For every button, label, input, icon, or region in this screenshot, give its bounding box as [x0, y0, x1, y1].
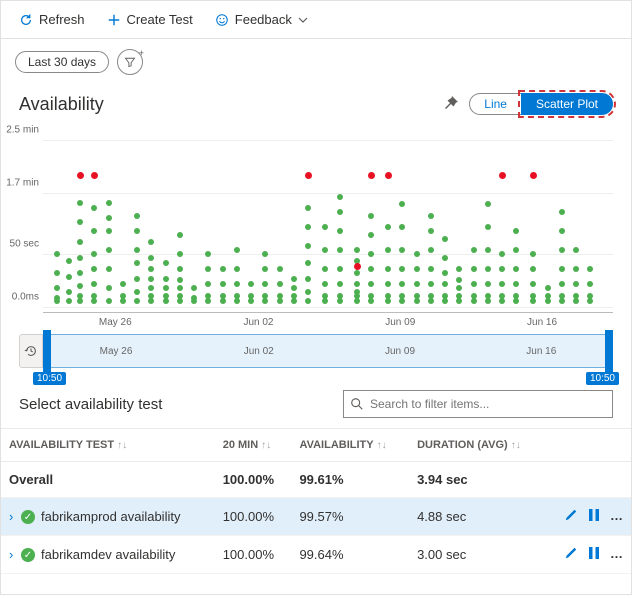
- edit-button[interactable]: [564, 508, 578, 525]
- cell: 100.00%: [215, 462, 292, 498]
- chevron-down-icon: [298, 15, 308, 25]
- col-name[interactable]: Availability test↑↓: [1, 429, 215, 462]
- test-name: fabrikamprod availability: [41, 509, 180, 524]
- col-duration[interactable]: Duration (avg)↑↓: [409, 429, 545, 462]
- slider-tag-right: 10:50: [586, 372, 619, 385]
- search-box[interactable]: [343, 390, 613, 418]
- pause-icon: [588, 508, 600, 522]
- plus-badge-icon: +: [139, 48, 144, 58]
- pin-button[interactable]: [443, 95, 459, 114]
- history-icon: [24, 344, 38, 358]
- status-ok-icon: ✓: [21, 548, 35, 562]
- cell: 99.64%: [291, 536, 409, 574]
- chevron-right-icon[interactable]: ›: [9, 547, 19, 562]
- create-test-button[interactable]: Create Test: [99, 8, 201, 31]
- section-title: Availability: [19, 94, 104, 115]
- cell: 99.57%: [291, 498, 409, 536]
- y-tick-label: 0.0ms: [12, 292, 39, 303]
- more-button[interactable]: …: [610, 508, 623, 525]
- create-test-label: Create Test: [127, 12, 193, 27]
- refresh-label: Refresh: [39, 12, 85, 27]
- tests-table: Availability test↑↓ 20 min↑↓ Availabilit…: [1, 428, 631, 574]
- time-slider: May 26Jun 02Jun 09Jun 16 10:50 10:50: [19, 334, 613, 368]
- slider-handle-left[interactable]: [43, 330, 51, 372]
- tests-section-title: Select availability test: [19, 396, 162, 413]
- feedback-label: Feedback: [235, 12, 292, 27]
- refresh-icon: [19, 13, 33, 27]
- y-tick-label: 50 sec: [10, 239, 39, 250]
- cell: 3.00 sec: [409, 536, 545, 574]
- sort-icon: ↑↓: [511, 440, 521, 451]
- pencil-icon: [564, 508, 578, 522]
- top-toolbar: Refresh Create Test Feedback: [1, 1, 631, 39]
- edit-button[interactable]: [564, 546, 578, 563]
- plus-icon: [107, 13, 121, 27]
- refresh-button[interactable]: Refresh: [11, 8, 93, 31]
- pause-button[interactable]: [588, 546, 600, 563]
- pin-icon: [443, 95, 459, 111]
- cell: 100.00%: [215, 536, 292, 574]
- col-20min[interactable]: 20 min↑↓: [215, 429, 292, 462]
- pause-icon: [588, 546, 600, 560]
- cell: 99.61%: [291, 462, 409, 498]
- status-ok-icon: ✓: [21, 510, 35, 524]
- chevron-right-icon[interactable]: ›: [9, 509, 19, 524]
- smile-icon: [215, 13, 229, 27]
- slider-track[interactable]: May 26 Jun 02 Jun 09 Jun 16: [43, 334, 613, 368]
- scatter-chart[interactable]: 2.5 min1.7 min50 sec0.0ms: [43, 123, 613, 313]
- x-axis: May 26 Jun 02 Jun 09 Jun 16: [43, 313, 613, 330]
- time-range-pill[interactable]: Last 30 days: [15, 51, 109, 73]
- slider-tick-label: May 26: [100, 346, 133, 357]
- table-row[interactable]: ›✓ fabrikamdev availability 100.00%99.64%3…: [1, 536, 631, 574]
- table-row[interactable]: ›✓ fabrikamprod availability 100.00%99.57%…: [1, 498, 631, 536]
- slider-handle-right[interactable]: [605, 330, 613, 372]
- pencil-icon: [564, 546, 578, 560]
- chart-mode-scatter[interactable]: Scatter Plot: [521, 93, 613, 115]
- more-button[interactable]: …: [610, 546, 623, 563]
- sort-icon: ↑↓: [261, 440, 271, 451]
- time-range-label: Last 30 days: [28, 55, 96, 69]
- search-input[interactable]: [370, 397, 606, 411]
- test-name: fabrikamdev availability: [41, 547, 175, 562]
- chart-area: 2.5 min1.7 min50 sec0.0ms May 26Jun 02Ju…: [1, 119, 631, 330]
- y-tick-label: 1.7 min: [6, 178, 39, 189]
- slider-tag-left: 10:50: [33, 372, 66, 385]
- slider-tick-label: Jun 02: [244, 346, 274, 357]
- cell: 3.94 sec: [409, 462, 545, 498]
- test-name: Overall: [9, 472, 53, 487]
- funnel-icon: [124, 56, 136, 68]
- x-tick-label: Jun 16: [527, 317, 557, 328]
- chart-mode-line[interactable]: Line: [469, 93, 521, 115]
- search-icon: [350, 397, 364, 411]
- x-tick-label: May 26: [99, 317, 132, 328]
- slider-tick-label: Jun 16: [526, 346, 556, 357]
- x-tick-label: Jun 09: [385, 317, 415, 328]
- add-filter-button[interactable]: +: [117, 49, 143, 75]
- cell: 100.00%: [215, 498, 292, 536]
- sort-icon: ↑↓: [377, 440, 387, 451]
- cell: 4.88 sec: [409, 498, 545, 536]
- slider-tick-label: Jun 09: [385, 346, 415, 357]
- col-availability[interactable]: Availability↑↓: [291, 429, 409, 462]
- sort-icon: ↑↓: [117, 440, 127, 451]
- x-tick-label: Jun 02: [243, 317, 273, 328]
- slider-history-button[interactable]: [19, 334, 43, 368]
- y-tick-label: 2.5 min: [6, 125, 39, 136]
- chart-mode-toggle: Line Scatter Plot: [469, 93, 613, 115]
- table-row[interactable]: Overall 100.00%99.61%3.94 sec: [1, 462, 631, 498]
- feedback-button[interactable]: Feedback: [207, 8, 316, 31]
- col-actions: [545, 429, 631, 462]
- filter-row: Last 30 days +: [1, 39, 631, 85]
- pause-button[interactable]: [588, 508, 600, 525]
